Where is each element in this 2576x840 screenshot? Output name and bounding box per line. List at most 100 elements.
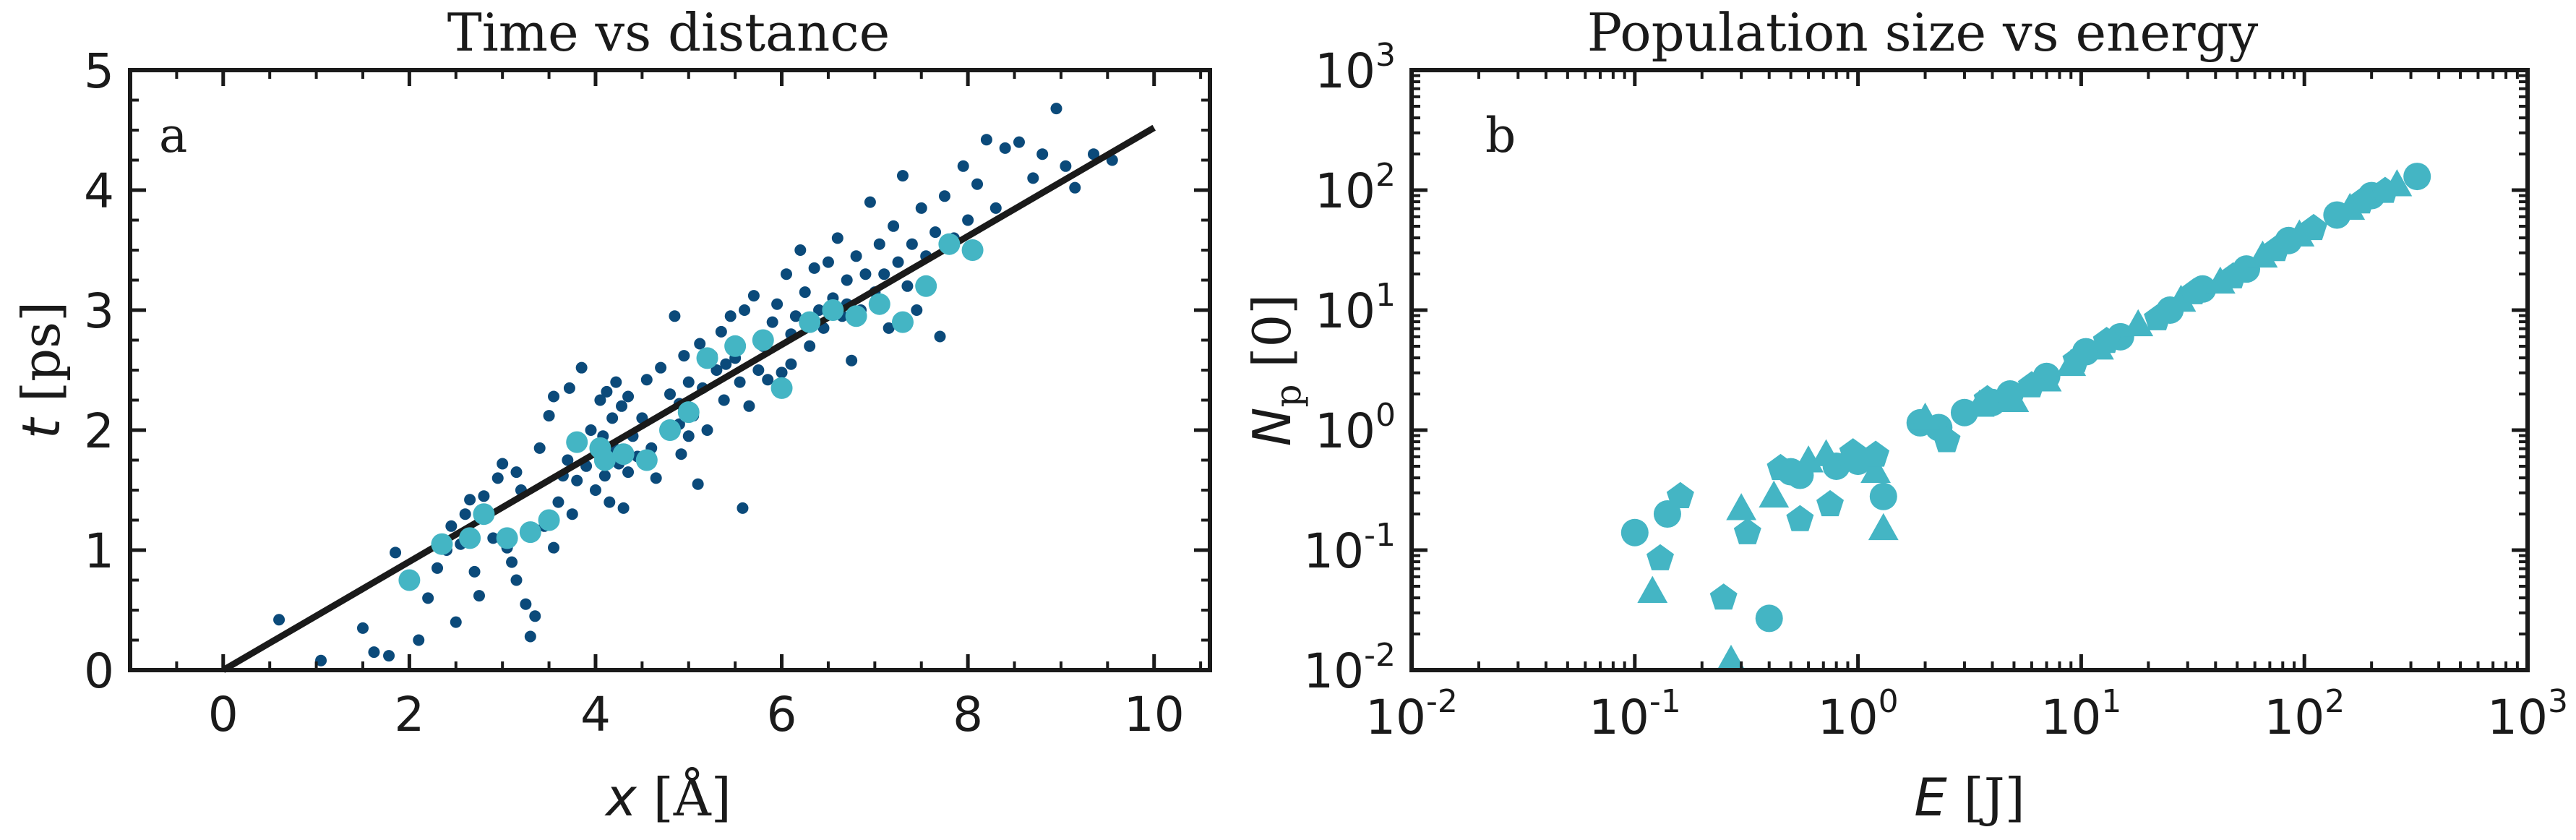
panel-a-dark-point [562, 454, 574, 466]
panel-b-x-tick-label: 10-2 [1365, 683, 1458, 745]
panel-a-dark-point [841, 274, 853, 286]
panel-b-pentagon-point [1666, 481, 1694, 508]
panel-b-triangle-point [1811, 439, 1842, 466]
panel-a-light-point [473, 503, 495, 526]
panel-a-x-tick-label: 6 [767, 687, 797, 742]
panel-a-dark-point [799, 286, 811, 299]
panel-a-title: Time vs distance [447, 2, 890, 63]
panel-a-light-point [593, 449, 616, 471]
panel-a-dark-point [701, 424, 713, 436]
panel-a-dark-point [548, 390, 560, 403]
panel-b: Population size vs energy 10-2 10-1 100 101… [1242, 2, 2568, 828]
panel-b-plot-area [1620, 163, 2431, 672]
panel-a-light-point [752, 329, 774, 351]
panel-a-dark-point [594, 394, 606, 406]
panel-a-dark-point [752, 364, 765, 376]
panel-b-y-axis-label: Np [0] [1242, 294, 1309, 447]
panel-b-x-var: E [1914, 767, 1947, 828]
panel-a-dark-point [934, 330, 946, 343]
panel-b-x-tick-label: 102 [2264, 683, 2345, 745]
panel-a-dark-point [720, 358, 732, 370]
panel-a-dark-point [1088, 148, 1100, 160]
panel-a-y-tick-label: 5 [84, 43, 114, 99]
panel-a-dark-point [957, 160, 969, 172]
panel-a-dark-point [368, 646, 380, 659]
panel-a-dark-point [497, 458, 509, 470]
panel-b-pentagon-point [1839, 438, 1867, 465]
panel-a-dark-point [459, 508, 471, 520]
panel-a-dark-point [445, 520, 458, 532]
panel-a-light-point [724, 335, 747, 357]
panel-a-light-point [938, 233, 961, 255]
panel-a-light-point [519, 521, 541, 544]
panel-a-dark-point [906, 238, 918, 250]
panel-a-dark-point [390, 547, 402, 559]
panel-a-x-tick-label: 2 [394, 687, 424, 742]
panel-b-pentagon-point [1766, 453, 1795, 481]
panel-a-dark-point [892, 256, 904, 268]
panel-a-dark-point [273, 614, 285, 626]
panel-a-dark-point [529, 610, 541, 622]
panel-a-dark-point [473, 590, 485, 602]
panel-a-dark-point [566, 508, 578, 520]
panel-b-pentagon-point [1733, 518, 1761, 544]
panel-a-dark-point [487, 532, 499, 544]
panel-b-title: Population size vs energy [1587, 2, 2259, 63]
panel-b-y-var: N [1242, 408, 1302, 447]
panel-a-frame [128, 68, 1212, 672]
panel-a-dark-point [692, 478, 704, 490]
panel-a-dark-point [1050, 103, 1062, 115]
panel-b-pentagon-point [1786, 505, 1814, 531]
panel-a-light-point [822, 299, 844, 321]
panel-a-light-point [799, 311, 821, 333]
panel-a-dark-point [552, 496, 564, 508]
panel-a-dark-point [762, 374, 774, 386]
panel-a-light-point [677, 401, 700, 424]
panel-b-circle-point [1755, 604, 1783, 633]
panel-b-pentagon-point [1647, 544, 1674, 570]
panel-b-triangle-point [1637, 575, 1668, 603]
panel-a-dark-point [724, 310, 737, 322]
panel-b-x-tick-label: 101 [2040, 683, 2121, 745]
panel-a-ticks: 0 2 4 6 8 10 0 1 2 3 4 5 [84, 43, 1210, 742]
panel-a-dark-point [468, 565, 481, 578]
panel-a-x-tick-label: 4 [580, 687, 611, 742]
panel-a-light-point [961, 239, 984, 261]
panel-a-dark-point [506, 556, 518, 568]
panel-a-dark-point [780, 268, 792, 280]
panel-a-dark-point [938, 190, 950, 202]
panel-a-dark-point [929, 226, 942, 239]
panel-a-dark-point [422, 592, 434, 604]
panel-a-dark-point [655, 361, 667, 374]
panel-a-light-point [891, 311, 914, 333]
panel-b-triangle-point [1726, 493, 1757, 520]
panel-b-y-tick-label: 100 [1315, 397, 1396, 459]
panel-a-dark-point [610, 376, 622, 388]
panel-b-triangle-point [1759, 480, 1790, 508]
panel-b-label: b [1485, 108, 1516, 163]
panel-b-triangle-point [2123, 309, 2154, 337]
panel-b-y-tick-label: 10-1 [1303, 517, 1396, 579]
panel-b-y-tick-label: 102 [1315, 157, 1396, 219]
panel-a-dark-point [911, 304, 923, 316]
panel-b-pentagon-point [2219, 262, 2247, 288]
panel-b-pentagon-point [2092, 327, 2121, 353]
panel-a-dark-point [1036, 148, 1049, 160]
panel-a-dark-point [1060, 160, 1072, 172]
panel-a-dark-point [873, 238, 885, 250]
panel-a-dark-point [743, 400, 755, 412]
panel-a-dark-point [776, 367, 788, 379]
panel-b-triangle-point [1868, 513, 1899, 541]
panel-b-y-sub: p [1267, 385, 1309, 408]
panel-a-y-tick-label: 3 [84, 283, 114, 339]
panel-b-pentagon-point [1709, 583, 1738, 610]
panel-a-dark-point [734, 376, 746, 388]
panel-a-dark-point [694, 338, 706, 350]
panel-a-dark-point [606, 412, 619, 424]
panel-a: Time vs distance 0 2 4 6 8 10 0 1 2 3 4 5 a x [Å] t… [11, 2, 1212, 828]
panel-a-dark-point [999, 142, 1011, 154]
panel-a-y-tick-label: 2 [84, 403, 114, 459]
panel-a-light-point [566, 431, 588, 453]
panel-a-dark-point [831, 232, 843, 244]
panel-a-y-tick-label: 4 [84, 163, 114, 219]
